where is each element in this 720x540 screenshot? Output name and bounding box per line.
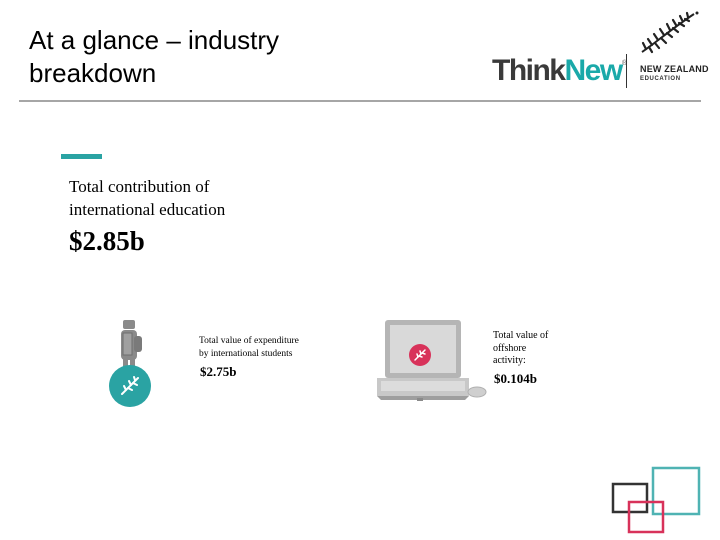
- offshore-label-line2: offshore: [493, 342, 527, 354]
- offshore-label: Total value of offshore activity:: [493, 330, 563, 368]
- logo-think-text: Think: [492, 54, 566, 87]
- thinknew-logo: ThinkNew ® NEW ZEALAND EDUCATION: [492, 10, 710, 90]
- logo-country-text: NEW ZEALAND: [640, 64, 709, 74]
- accent-bar: [61, 154, 102, 159]
- expenditure-label-line1: Total value of expenditure: [199, 336, 299, 346]
- slide-title-line2: breakdown: [29, 58, 157, 88]
- logo-new-text: New: [564, 54, 624, 87]
- silver-fern-icon: [641, 11, 699, 54]
- logo-sector-text: EDUCATION: [640, 76, 681, 82]
- logo-trademark: ®: [622, 60, 628, 67]
- offshore-value: $0.104b: [494, 371, 537, 386]
- offshore-label-line3: activity:: [493, 355, 526, 366]
- slide-title-line1: At a glance – industry: [29, 25, 280, 55]
- total-label-line2: international education: [69, 200, 226, 219]
- expenditure-value: $2.75b: [200, 364, 237, 379]
- expenditure-label-line2: by international students: [199, 349, 293, 359]
- slide-title: At a glance – industry breakdown: [29, 24, 349, 90]
- student-fern-icon: [109, 320, 151, 407]
- total-contribution-value: $2.85b: [69, 226, 145, 256]
- logo-divider: [626, 54, 627, 88]
- decorative-squares: [611, 466, 701, 534]
- header-divider: [19, 100, 701, 102]
- laptop-fern-icon: [377, 320, 487, 401]
- total-contribution-label: Total contribution of international educ…: [69, 175, 329, 221]
- expenditure-label: Total value of expenditure by internatio…: [199, 335, 329, 361]
- total-label-line1: Total contribution of: [69, 177, 210, 196]
- logo-wordmark: ThinkNew: [492, 54, 624, 88]
- offshore-label-line1: Total value of: [493, 330, 549, 341]
